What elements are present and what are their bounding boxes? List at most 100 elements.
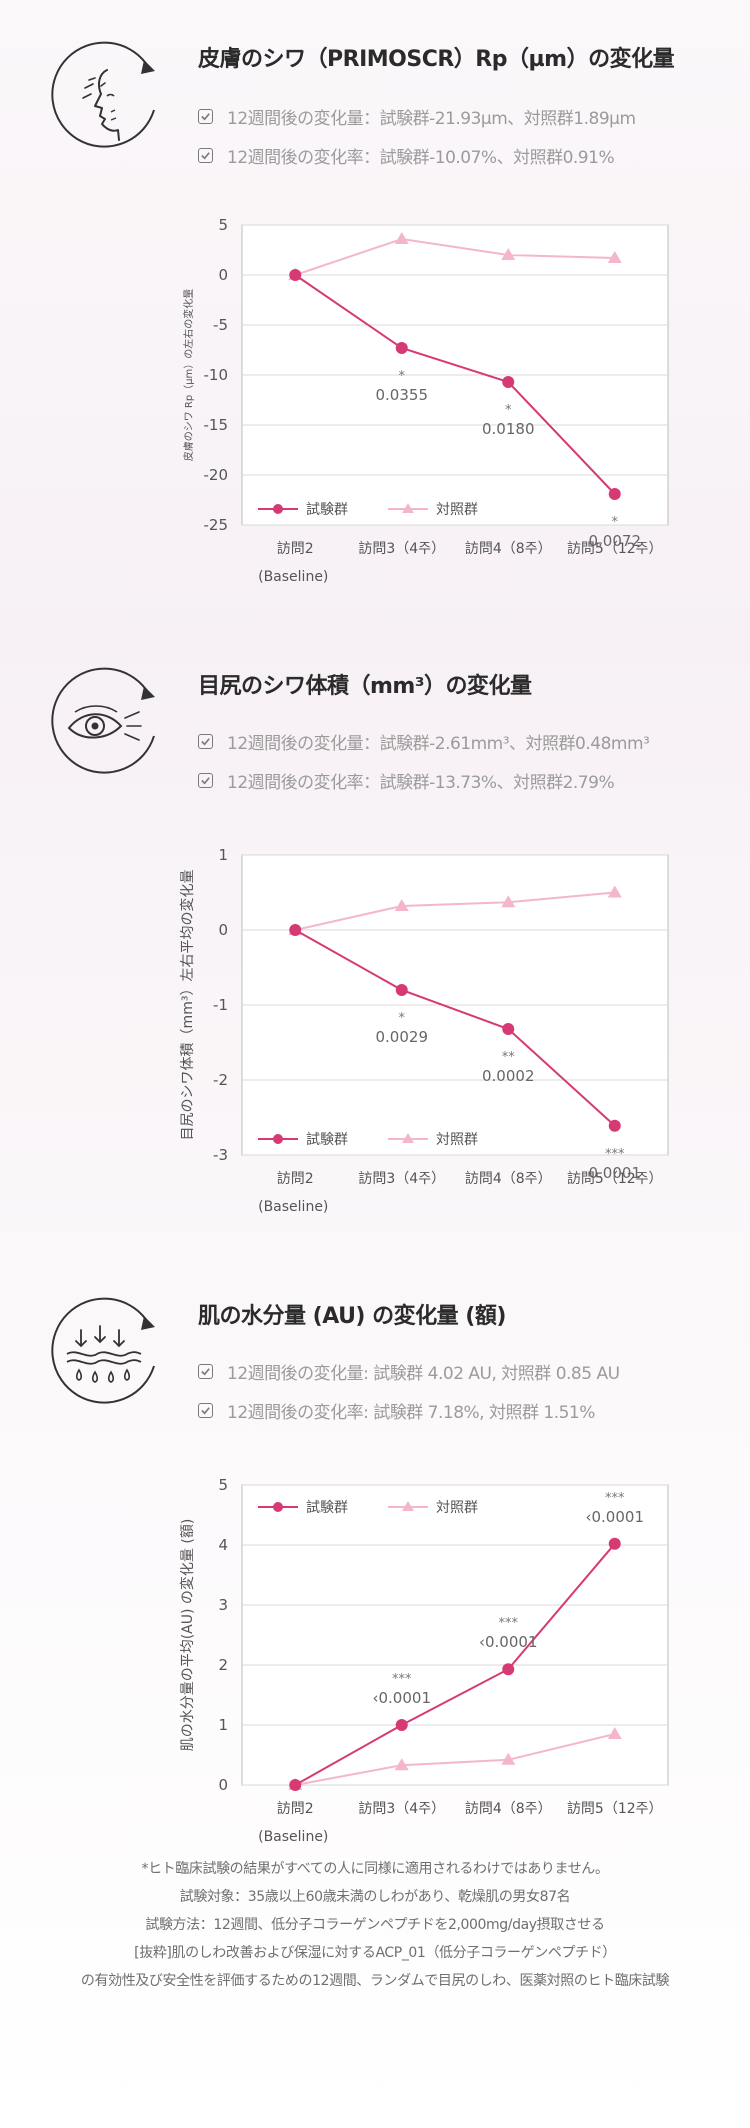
significance-stars: *: [505, 403, 512, 418]
checkbox-icon: [198, 1363, 213, 1379]
data-point: [608, 1119, 621, 1132]
y-axis-label: 皮膚のシワ Rp（µm）の左右の変化量: [182, 289, 195, 462]
section-title: 目尻のシワ体積（mm³）の変化量: [198, 674, 532, 699]
bullet-text: 12週間後の変化率：試験群-13.73%、対照群2.79%: [227, 772, 615, 793]
p-value-label: ‹0.0001: [373, 1689, 431, 1707]
x-tick-label: 訪問5（12주）: [567, 1801, 663, 1817]
footnote-line: [抜粋]肌のしわ改善および保湿に対するACP_01（低分子コラーゲンペプチド）: [134, 1945, 616, 1961]
y-tick-label: 4: [218, 1536, 228, 1554]
x-tick-label: 訪問2: [277, 541, 314, 557]
data-point: [501, 895, 516, 908]
data-point: [502, 1663, 515, 1676]
legend-label: 試験群: [306, 502, 348, 518]
y-tick-label: -20: [204, 466, 229, 484]
footnote-line: *ヒト臨床試験の結果がすべての人に同様に適用されるわけではありません。: [141, 1861, 609, 1877]
bullet-change-amount: 12週間後の変化量：試験群-21.93µm、対照群1.89µm: [198, 105, 636, 129]
legend-marker: [273, 1502, 283, 1512]
y-tick-label: -3: [213, 1146, 228, 1164]
p-value-label: 0.0002: [482, 1067, 535, 1085]
y-tick-label: 0: [218, 266, 228, 284]
y-tick-label: -25: [204, 516, 229, 534]
legend-label: 試験群: [306, 1132, 348, 1148]
y-tick-label: 2: [218, 1656, 228, 1674]
y-tick-label: -15: [204, 416, 229, 434]
bullet-change-rate: 12週間後の変化率: 試験群 7.18%, 対照群 1.51%: [198, 1399, 595, 1423]
skin-moisture-icon: [45, 1296, 163, 1414]
footnotes: *ヒト臨床試験の結果がすべての人に同様に適用されるわけではありません。 試験対象…: [0, 1855, 750, 1995]
x-tick-label: 訪問2: [277, 1171, 314, 1187]
significance-stars: ***: [605, 1491, 625, 1506]
x-tick-label: (Baseline): [258, 1829, 328, 1845]
data-point: [501, 248, 516, 260]
footnote-line: 試験方法：12週間、低分子コラーゲンペプチドを2,000mg/day摂取させる: [145, 1917, 605, 1933]
significance-stars: *: [399, 369, 406, 384]
p-value-label: 0.0001: [589, 1164, 642, 1182]
eye-wrinkle-icon: [45, 666, 163, 784]
y-tick-label: 5: [218, 1476, 228, 1494]
line-chart: 1 0 -1 -2 -3 訪問2 (Baseline) 訪問3（4주） 訪問4（8주） 訪問5（1…: [179, 846, 669, 1215]
x-tick-label: 訪問3（4주）: [358, 1171, 445, 1187]
p-value-label: 0.0180: [482, 420, 535, 438]
legend-label: 対照群: [436, 1132, 478, 1148]
y-tick-label: -5: [213, 316, 228, 334]
p-value-label: 0.0029: [376, 1028, 429, 1046]
y-tick-label: 0: [218, 921, 228, 939]
checkbox-icon: [198, 772, 213, 788]
x-tick-label: 訪問4（8주）: [465, 1801, 552, 1817]
legend-marker: [402, 1133, 414, 1143]
legend-marker: [273, 504, 283, 514]
bullet-change-rate: 12週間後の変化率：試験群-13.73%、対照群2.79%: [198, 769, 615, 793]
footnote-line: の有効性及び安全性を評価するための12週間、ランダムで目尻のしわ、医薬対照のヒト…: [80, 1973, 670, 1989]
data-point: [289, 924, 302, 936]
significance-stars: *: [612, 515, 619, 530]
x-tick-label: 訪問5（12주）: [567, 1171, 663, 1187]
footnote-line: 試験対象：35歳以上60歳未満のしわがあり、乾燥肌の男女87名: [179, 1889, 571, 1905]
data-point: [608, 488, 621, 500]
legend-marker: [402, 1501, 414, 1511]
significance-stars: **: [502, 1050, 516, 1065]
data-point: [502, 376, 515, 388]
x-tick-label: (Baseline): [258, 569, 328, 585]
y-tick-label: -2: [213, 1071, 228, 1089]
bullet-change-amount: 12週間後の変化量：試験群-2.61mm³、対照群0.48mm³: [198, 730, 650, 754]
x-tick-label: 訪問4（8주）: [465, 541, 552, 557]
significance-stars: ***: [605, 1147, 625, 1162]
x-tick-label: (Baseline): [258, 1199, 328, 1215]
bullet-text: 12週間後の変化量：試験群-2.61mm³、対照群0.48mm³: [227, 733, 650, 754]
data-point: [395, 1719, 408, 1731]
series-line: [294, 274, 616, 495]
data-point: [501, 1752, 516, 1765]
plot-area: [241, 1484, 669, 1786]
data-point: [395, 342, 408, 354]
legend-label: 試験群: [306, 1500, 348, 1516]
data-point: [394, 232, 409, 244]
data-point: [608, 1537, 621, 1550]
data-point: [395, 984, 408, 996]
bullet-text: 12週間後の変化量: 試験群 4.02 AU, 対照群 0.85 AU: [227, 1363, 620, 1384]
legend-marker: [273, 1134, 283, 1144]
data-point: [289, 1779, 302, 1791]
data-point: [607, 1727, 622, 1739]
series-line: [295, 891, 615, 931]
data-point: [607, 885, 622, 898]
y-axis-label: 肌の水分量の平均(AU) の変化量 (額): [179, 1519, 196, 1752]
section-title: 肌の水分量 (AU) の変化量 (額): [198, 1304, 506, 1329]
series-line: [294, 237, 615, 276]
bullet-text: 12週間後の変化率：試験群-10.07%、対照群0.91%: [227, 147, 615, 168]
series-line: [294, 929, 616, 1127]
wrinkle-volume-chart: 1 0 -1 -2 -3 訪問2 (Baseline) 訪問3（4주） 訪問4（8주） 訪問5（1…: [0, 835, 750, 1239]
skin-moisture-chart: 5 4 3 2 1 0 訪問2 (Baseline) 訪問3（4주） 訪問4（8주） 訪問5（12주…: [0, 1465, 750, 1869]
legend-label: 対照群: [436, 502, 478, 518]
data-point: [502, 1023, 515, 1035]
checkbox-icon: [198, 147, 213, 163]
data-point: [394, 1758, 409, 1771]
p-value-label: ‹0.0001: [479, 1633, 537, 1651]
line-chart: 5 0 -5 -10 -15 -20 -25 訪問2 (Baseline) 訪問3（4주） 訪問4（…: [182, 216, 669, 585]
y-tick-label: 3: [218, 1596, 228, 1614]
data-point: [394, 899, 409, 911]
x-tick-label: 訪問3（4주）: [358, 541, 445, 557]
data-point: [607, 251, 622, 263]
legend-label: 対照群: [436, 1500, 478, 1516]
checkbox-icon: [198, 1402, 213, 1418]
